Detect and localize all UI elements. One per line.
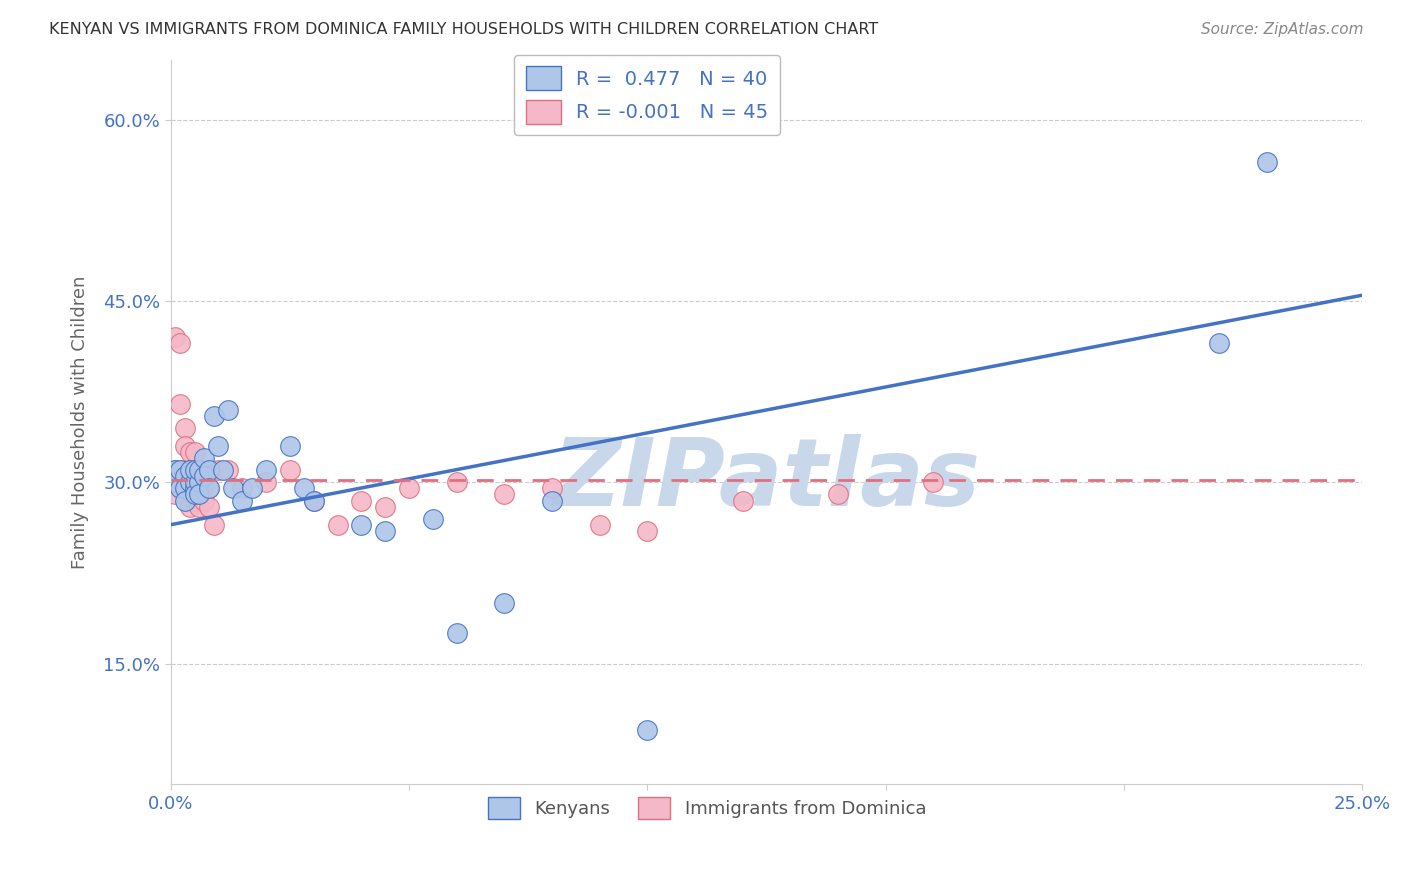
Point	[179, 463, 201, 477]
Point	[183, 463, 205, 477]
Point	[212, 463, 235, 477]
Point	[278, 463, 301, 477]
Text: KENYAN VS IMMIGRANTS FROM DOMINICA FAMILY HOUSEHOLDS WITH CHILDREN CORRELATION C: KENYAN VS IMMIGRANTS FROM DOMINICA FAMIL…	[49, 22, 879, 37]
Point	[202, 409, 225, 423]
Point	[446, 626, 468, 640]
Point	[188, 500, 211, 514]
Point	[207, 463, 229, 477]
Text: Source: ZipAtlas.com: Source: ZipAtlas.com	[1201, 22, 1364, 37]
Point	[188, 487, 211, 501]
Point	[398, 482, 420, 496]
Point	[183, 475, 205, 490]
Point	[636, 524, 658, 538]
Point	[350, 517, 373, 532]
Point	[165, 475, 187, 490]
Point	[278, 439, 301, 453]
Point	[174, 493, 197, 508]
Point	[350, 493, 373, 508]
Point	[731, 493, 754, 508]
Point	[254, 475, 277, 490]
Point	[254, 463, 277, 477]
Point	[169, 463, 191, 477]
Point	[302, 493, 325, 508]
Point	[179, 482, 201, 496]
Point	[193, 475, 215, 490]
Point	[636, 723, 658, 737]
Point	[922, 475, 945, 490]
Point	[193, 493, 215, 508]
Point	[174, 421, 197, 435]
Point	[188, 463, 211, 477]
Point	[827, 487, 849, 501]
Point	[165, 330, 187, 344]
Point	[374, 500, 396, 514]
Point	[193, 451, 215, 466]
Point	[188, 475, 211, 490]
Point	[169, 336, 191, 351]
Point	[198, 482, 221, 496]
Point	[169, 397, 191, 411]
Point	[302, 493, 325, 508]
Point	[207, 439, 229, 453]
Point	[188, 463, 211, 477]
Point	[183, 482, 205, 496]
Point	[174, 463, 197, 477]
Text: ZIPatlas: ZIPatlas	[553, 434, 980, 526]
Point	[1208, 336, 1230, 351]
Point	[221, 482, 243, 496]
Point	[231, 482, 253, 496]
Point	[179, 463, 201, 477]
Point	[174, 439, 197, 453]
Point	[165, 475, 187, 490]
Point	[183, 493, 205, 508]
Point	[179, 475, 201, 490]
Point	[174, 482, 197, 496]
Point	[589, 517, 612, 532]
Point	[541, 482, 564, 496]
Point	[217, 463, 239, 477]
Legend: Kenyans, Immigrants from Dominica: Kenyans, Immigrants from Dominica	[481, 789, 934, 826]
Point	[217, 403, 239, 417]
Point	[1256, 155, 1278, 169]
Point	[494, 487, 516, 501]
Point	[446, 475, 468, 490]
Point	[183, 487, 205, 501]
Point	[231, 493, 253, 508]
Point	[374, 524, 396, 538]
Point	[179, 445, 201, 459]
Point	[422, 511, 444, 525]
Point	[174, 482, 197, 496]
Point	[183, 475, 205, 490]
Point	[494, 596, 516, 610]
Point	[541, 493, 564, 508]
Point	[165, 463, 187, 477]
Point	[179, 500, 201, 514]
Point	[292, 482, 315, 496]
Point	[202, 517, 225, 532]
Point	[169, 463, 191, 477]
Point	[188, 482, 211, 496]
Point	[198, 482, 221, 496]
Point	[183, 445, 205, 459]
Point	[183, 463, 205, 477]
Point	[165, 463, 187, 477]
Point	[198, 500, 221, 514]
Y-axis label: Family Households with Children: Family Households with Children	[72, 276, 89, 569]
Point	[198, 463, 221, 477]
Point	[174, 469, 197, 483]
Point	[240, 482, 263, 496]
Point	[169, 482, 191, 496]
Point	[193, 469, 215, 483]
Point	[326, 517, 349, 532]
Point	[165, 487, 187, 501]
